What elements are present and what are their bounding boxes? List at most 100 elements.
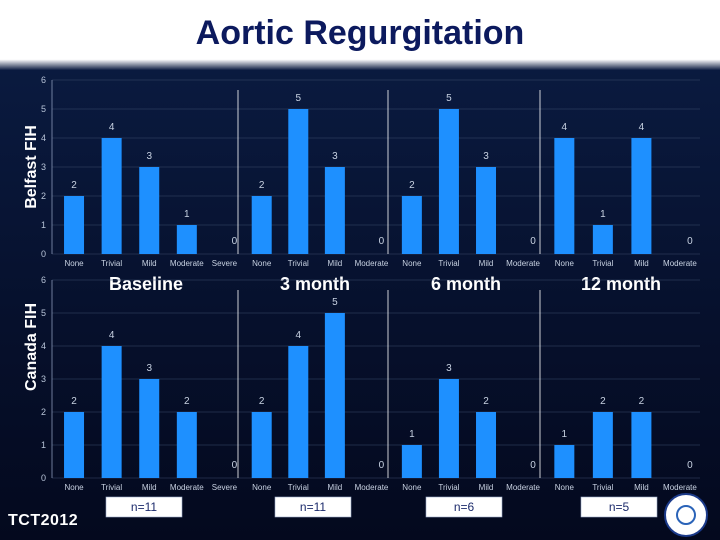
group-label: 6 month [431,274,501,294]
y-tick-label: 3 [41,374,46,384]
data-label: 2 [71,180,77,191]
data-label: 2 [184,396,190,407]
x-tick-label: Mild [328,483,343,492]
data-label: 4 [562,122,568,133]
x-tick-label: None [402,259,422,268]
data-label: 3 [146,363,152,374]
y-tick-label: 4 [41,341,46,351]
data-label: 0 [379,460,385,471]
n-box [425,496,503,518]
sample-size-label: n=11 [131,500,157,514]
y-tick-label: 5 [41,104,46,114]
bar [324,313,345,478]
bar [288,109,309,254]
data-label: 1 [562,429,568,440]
data-label: 0 [687,460,693,471]
data-label: 4 [639,122,645,133]
y-tick-label: 5 [41,308,46,318]
x-tick-label: Moderate [506,259,540,268]
x-tick-label: Trivial [592,483,613,492]
sample-size-label: n=11 [300,500,326,514]
x-tick-label: Moderate [355,259,389,268]
data-label: 3 [146,151,152,162]
data-label: 2 [600,396,606,407]
bar [101,346,122,478]
bar [438,109,459,254]
group-label: Baseline [109,274,183,294]
data-label: 3 [483,151,489,162]
bar [401,445,422,478]
x-tick-label: None [64,259,84,268]
chart-title: Aortic Regurgitation [195,14,525,52]
x-tick-label: None [64,483,84,492]
x-tick-label: Mild [634,483,649,492]
sample-size-label: n=6 [454,500,475,514]
x-tick-label: Moderate [170,483,204,492]
y-tick-label: 4 [41,133,46,143]
n-box [274,496,352,518]
x-tick-label: Mild [142,259,157,268]
bar [324,167,345,254]
x-tick-label: Moderate [506,483,540,492]
data-label: 0 [530,460,536,471]
x-tick-label: Moderate [170,259,204,268]
x-tick-label: Trivial [438,483,459,492]
bar [176,412,197,478]
x-tick-label: None [252,259,272,268]
data-label: 2 [409,180,415,191]
sample-size-label: n=5 [609,500,630,514]
data-label: 2 [71,396,77,407]
data-label: 1 [600,209,606,220]
bar [139,167,160,254]
x-tick-label: Mild [634,259,649,268]
x-tick-label: None [402,483,422,492]
crf-seal-icon [664,493,708,537]
bar [592,225,613,254]
x-tick-label: Moderate [355,483,389,492]
x-tick-label: Moderate [663,259,697,268]
bar [476,412,497,478]
data-label: 0 [232,236,238,247]
x-tick-label: Trivial [592,259,613,268]
bar [139,379,160,478]
bar [554,445,575,478]
data-label: 0 [379,236,385,247]
tct2012-logo: TCT2012 [8,512,79,529]
data-label: 2 [259,180,265,191]
y-tick-label: 0 [41,249,46,259]
data-label: 1 [184,209,190,220]
x-tick-label: None [555,483,575,492]
bar [554,138,575,254]
data-label: 3 [446,363,452,374]
bar [631,412,652,478]
bar [101,138,122,254]
x-tick-label: Trivial [288,483,309,492]
y-tick-label: 6 [41,275,46,285]
data-label: 4 [109,122,115,133]
bar [251,196,272,254]
x-tick-label: Trivial [101,259,122,268]
x-tick-label: Severe [212,483,238,492]
x-tick-label: Mild [328,259,343,268]
x-tick-label: None [252,483,272,492]
y-tick-label: 1 [41,220,46,230]
n-box [105,496,183,518]
n-box [580,496,658,518]
y-tick-label: 6 [41,75,46,85]
data-label: 5 [332,297,338,308]
data-label: 0 [530,236,536,247]
y-tick-label: 3 [41,162,46,172]
x-tick-label: None [555,259,575,268]
y-tick-label: 2 [41,407,46,417]
data-label: 5 [446,93,452,104]
bar [631,138,652,254]
y-axis-label: Canada FIH [23,303,40,391]
bar [476,167,497,254]
bar [288,346,309,478]
data-label: 4 [296,330,302,341]
bar [438,379,459,478]
bar [176,225,197,254]
data-label: 5 [296,93,302,104]
x-tick-label: Trivial [438,259,459,268]
